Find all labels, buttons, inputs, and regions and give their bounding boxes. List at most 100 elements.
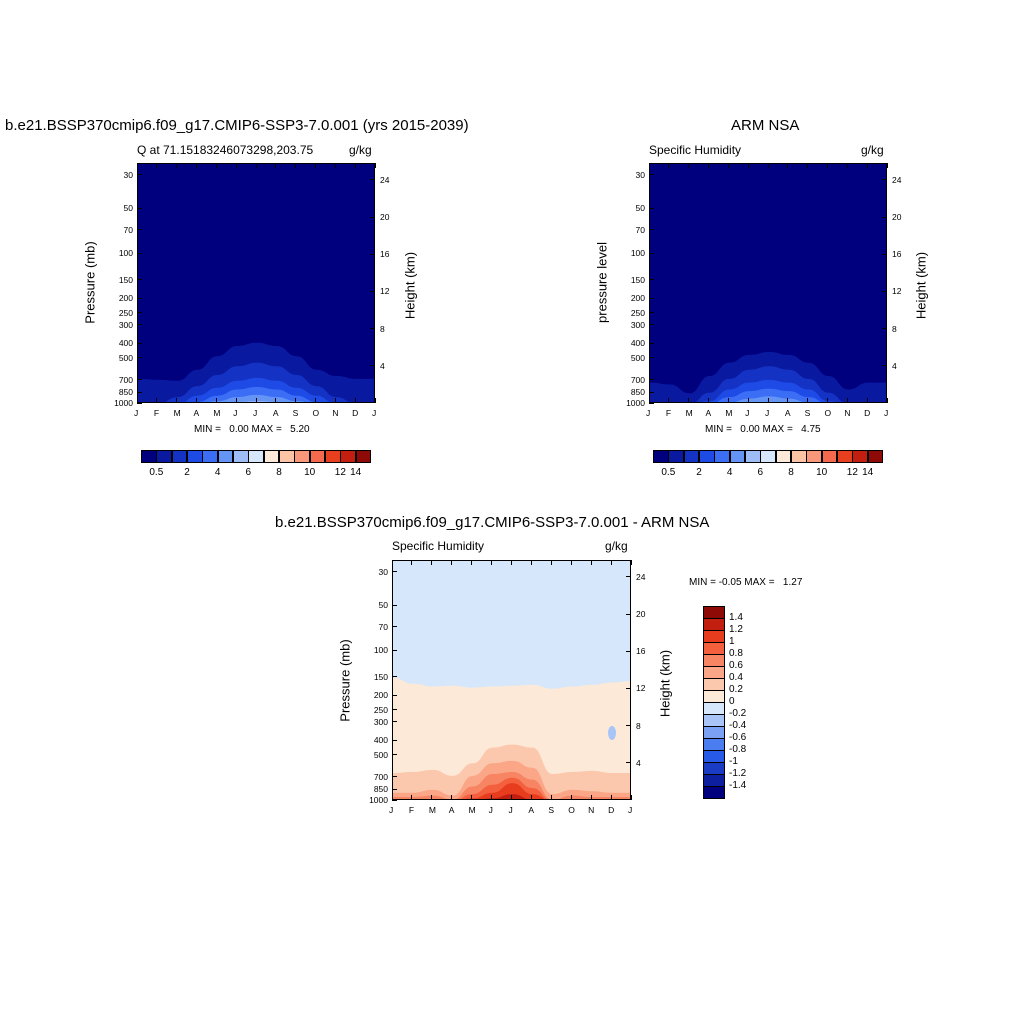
model-xtick-label: J <box>372 408 377 418</box>
obs-ytick-label: 250 <box>630 307 645 318</box>
model-colorbar-cell <box>340 450 357 463</box>
model-xtick-label: M <box>213 408 221 418</box>
diff-colorbar-cell <box>703 666 725 679</box>
diff-colorbar-cell <box>703 738 725 751</box>
obs-xtick <box>648 163 650 168</box>
diff-ytick-label: 850 <box>373 784 388 795</box>
diff-negative-patch <box>608 726 616 740</box>
diff-xtick <box>391 795 393 800</box>
obs-colorbar-cell <box>653 450 669 463</box>
obs-height-tick <box>882 328 887 330</box>
obs-colorbar-cell <box>775 450 792 463</box>
model-ytick <box>137 402 142 404</box>
model-xtick <box>156 398 158 403</box>
diff-ytick-label: 200 <box>373 690 388 701</box>
model-xtick-label: J <box>233 408 238 418</box>
obs-colorbar-cell <box>668 450 685 463</box>
diff-ytick <box>392 776 397 778</box>
model-ytick-label: 150 <box>118 274 133 285</box>
diff-xtick <box>570 560 572 565</box>
diff-xtick <box>411 795 413 800</box>
obs-height-tick-label: 16 <box>892 249 902 260</box>
model-colorbar-cell <box>171 450 188 463</box>
model-ytick-label: 1000 <box>114 398 133 408</box>
diff-xtick-label: A <box>448 805 455 815</box>
obs-ytick-label: 500 <box>630 352 645 363</box>
diff-ytick <box>392 694 397 696</box>
diff-ytick-label: 70 <box>378 621 388 632</box>
diff-xtick-label: A <box>528 805 535 815</box>
obs-ytick-label: 850 <box>630 387 645 398</box>
model-height-tick-label: 24 <box>380 174 390 185</box>
model-xtick <box>136 163 138 168</box>
model-xtick <box>176 163 178 168</box>
model-height-tick <box>370 328 375 330</box>
model-xtick <box>176 398 178 403</box>
model-ytick-label: 300 <box>118 319 133 330</box>
diff-ytick <box>392 676 397 678</box>
obs-colorbar-label: 14 <box>862 467 874 478</box>
model-xtick <box>374 163 376 168</box>
model-ytick <box>137 252 142 254</box>
model-height-tick <box>370 179 375 181</box>
model-xtick-label: O <box>312 408 320 418</box>
obs-xtick-label: D <box>864 408 871 418</box>
model-colorbar-label: 4 <box>214 467 221 478</box>
model-xtick-label: A <box>193 408 200 418</box>
diff-height-tick <box>626 650 631 652</box>
model-xtick-label: A <box>272 408 279 418</box>
model-height-tick-label: 16 <box>380 249 390 260</box>
obs-colorbar-cell <box>729 450 746 463</box>
diff-height-tick <box>626 725 631 727</box>
diff-colorbar-label: 1 <box>729 636 735 647</box>
obs-xtick <box>688 398 690 403</box>
obs-colorbar-label: 10 <box>816 467 828 478</box>
diff-panel-title: b.e21.BSSP370cmip6.f09_g17.CMIP6-SSP3-7.… <box>275 514 710 531</box>
diff-height-tick-label: 8 <box>636 720 641 731</box>
diff-colorbar-label: -0.8 <box>729 744 747 755</box>
model-ylabel-right: Height (km) <box>402 251 418 320</box>
model-colorbar-cell <box>325 450 341 463</box>
obs-ytick <box>649 324 654 326</box>
obs-ytick-label: 50 <box>635 203 645 214</box>
model-colorbar-cell <box>202 450 219 463</box>
diff-ylabel-right: Height (km) <box>657 649 673 718</box>
model-ytick <box>137 297 142 299</box>
diff-xtick <box>451 795 453 800</box>
obs-colorbar-label: 4 <box>726 467 733 478</box>
diff-xtick <box>431 795 433 800</box>
diff-xtick <box>630 560 632 565</box>
diff-xtick <box>590 795 592 800</box>
model-ytick <box>137 342 142 344</box>
diff-xtick-label: M <box>468 805 476 815</box>
model-xtick <box>215 163 217 168</box>
obs-xtick-label: J <box>884 408 889 418</box>
obs-ytick-label: 200 <box>630 293 645 304</box>
diff-xtick <box>570 795 572 800</box>
obs-xtick <box>787 398 789 403</box>
model-colorbar-cell <box>263 450 280 463</box>
model-colorbar-label: 14 <box>350 467 362 478</box>
model-xtick <box>315 163 316 168</box>
diff-contour-plot <box>392 560 631 800</box>
model-xtick <box>196 398 197 403</box>
diff-ytick-label: 500 <box>373 749 388 760</box>
obs-xtick-label: S <box>804 408 811 418</box>
obs-colorbar-cell <box>791 450 807 463</box>
obs-xtick <box>708 398 709 403</box>
obs-xtick <box>807 398 809 403</box>
obs-height-tick-label: 4 <box>892 360 897 371</box>
obs-ytick-label: 150 <box>630 274 645 285</box>
model-xtick <box>354 163 356 168</box>
obs-ytick <box>649 252 654 254</box>
model-colorbar-cell <box>141 450 157 463</box>
obs-ytick-label: 70 <box>635 224 645 235</box>
obs-xtick <box>747 398 749 403</box>
model-ytick-label: 50 <box>123 203 133 214</box>
obs-colorbar-cell <box>852 450 869 463</box>
diff-xtick <box>530 560 532 565</box>
model-height-tick <box>370 290 375 292</box>
model-colorbar-cell <box>156 450 173 463</box>
model-colorbar-cell <box>294 450 311 463</box>
model-xtick <box>295 163 297 168</box>
